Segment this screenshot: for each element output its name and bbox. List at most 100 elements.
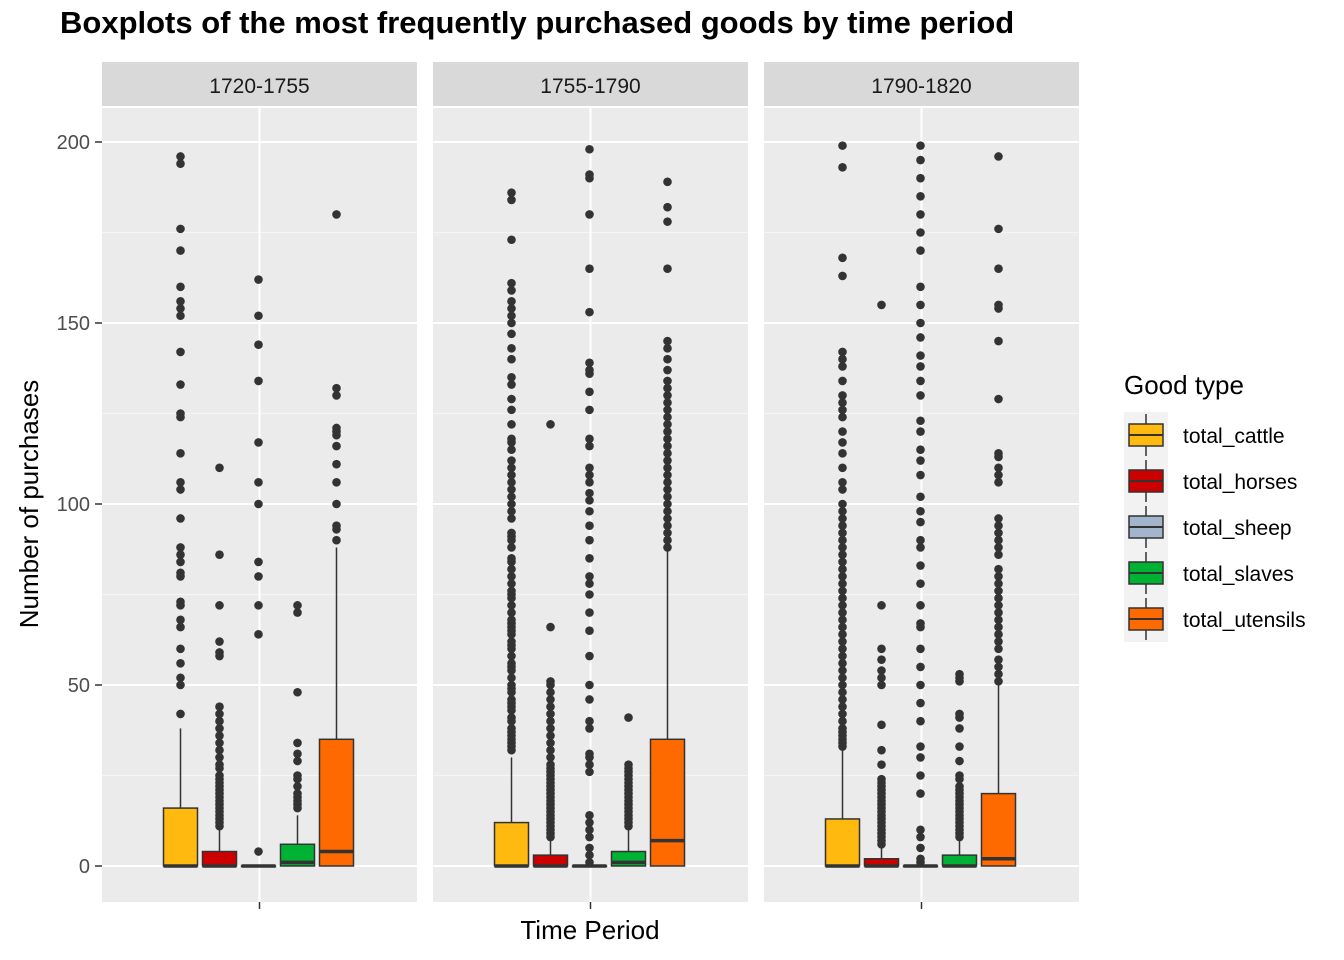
outlier-point [916,300,925,310]
outlier-point [507,695,516,704]
outlier-point [176,514,185,523]
outlier-point [585,434,594,444]
outlier-point [585,579,594,588]
box-total_slaves [610,713,647,867]
panel-2: 1755-1790 [433,62,748,909]
outlier-point [176,658,185,668]
outlier-point [215,716,224,726]
outlier-point [916,427,925,436]
legend-label: total_horses [1183,471,1297,494]
outlier-point [293,608,302,617]
outlier-point [585,144,594,154]
outlier-point [838,163,847,172]
outlier-point [838,709,847,719]
outlier-point [838,477,847,487]
box-total_utensils [649,177,686,867]
box-total_utensils [980,152,1017,867]
outlier-point [585,695,594,704]
box-total_sheep [902,141,939,868]
box-total_utensils [318,210,355,867]
outlier-point [916,282,925,292]
outlier-point [546,702,555,712]
outlier-point [838,506,847,516]
outlier-point [916,535,925,545]
outlier-point [663,398,672,407]
outlier-point [838,253,847,263]
outlier-point [507,485,516,494]
outlier-point [507,344,516,353]
outlier-point [215,753,224,762]
outlier-point [507,586,516,596]
outlier-point [585,825,594,835]
outlier-point [507,615,516,625]
outlier-point [838,485,847,494]
panel-strip [764,62,1079,106]
outlier-point [994,514,1003,523]
outlier-point [663,420,672,429]
outlier-point [176,615,185,625]
outlier-point [838,463,847,473]
legend-label: total_sheep [1183,517,1292,540]
outlier-point [994,449,1003,458]
outlier-point [176,152,185,161]
outlier-point [663,427,672,436]
outlier-point [507,235,516,245]
outlier-point [916,246,925,255]
outlier-point [507,278,516,288]
box-iqr [824,818,861,867]
outlier-point [507,673,516,683]
outlier-point [994,630,1003,639]
outlier-point [176,311,185,321]
outlier-point [838,427,847,436]
outlier-point [546,420,555,429]
outlier-point [546,753,555,762]
outlier-point [176,380,185,389]
outlier-point [916,492,925,502]
outlier-point [877,666,886,675]
outlier-point [507,405,516,415]
box-iqr [318,738,355,867]
outlier-point [215,745,224,755]
outlier-point [507,329,516,339]
outlier-point [955,756,964,766]
outlier-point [215,463,224,473]
outlier-point [585,749,594,759]
outlier-point [215,738,224,748]
outlier-point [663,441,672,451]
outlier-point [877,720,886,730]
outlier-point [585,264,594,274]
outlier-point [955,742,964,751]
outlier-point [585,608,594,617]
outlier-point [507,318,516,328]
outlier-point [293,738,302,748]
outlier-point [838,438,847,447]
outlier-point [332,521,341,531]
outlier-point [916,561,925,570]
outlier-point [293,756,302,766]
outlier-point [507,637,516,646]
outlier-point [838,622,847,632]
outlier-point [585,626,594,635]
outlier-point [916,506,925,516]
outlier-point [838,564,847,574]
outlier-point [994,528,1003,538]
outlier-point [507,311,516,321]
outlier-point [293,601,302,610]
outlier-point [838,412,847,422]
outlier-point [546,760,555,769]
outlier-point [215,637,224,646]
legend-keys: total_cattle total_horses total_sheeptotal… [1124,412,1306,642]
y-axis: 0 50 100 150 200 [57,132,102,878]
outlier-point [254,311,263,321]
outlier-point [838,557,847,567]
outlier-point [994,535,1003,545]
outlier-point [585,496,594,505]
outlier-point [838,535,847,545]
outlier-point [916,698,925,708]
outlier-point [838,499,847,509]
outlier-point [176,644,185,654]
outlier-point [507,477,516,487]
outlier-point [877,601,886,610]
outlier-point [838,398,847,407]
outlier-point [254,376,263,386]
